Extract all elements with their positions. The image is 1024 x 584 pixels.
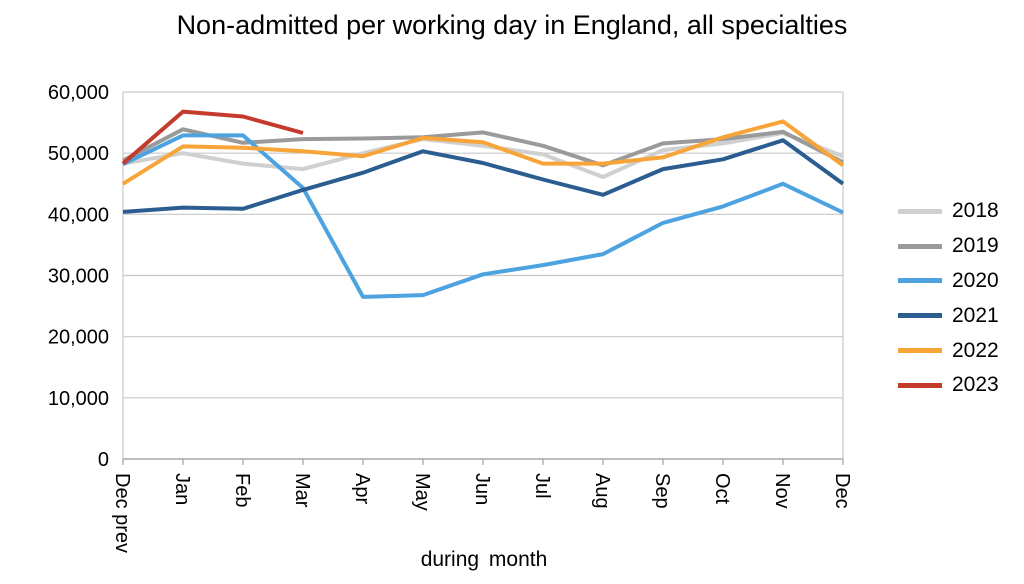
y-tick-label: 50,000 [48, 143, 109, 165]
x-tick-label: Aug [591, 473, 613, 509]
x-axis-ticks: Dec prev Jan Feb Mar Apr May Jun Jul Aug Sep Oct No… [111, 473, 853, 553]
x-tick-label: Feb [231, 473, 253, 507]
y-axis-ticks: 0 10,000 20,000 30,000 40,000 50,000 60,000 [48, 82, 109, 471]
legend-swatch [898, 348, 942, 354]
x-tick-label: Mar [291, 473, 313, 508]
legend-swatch [898, 382, 942, 388]
legend-item-2020: 2020 [898, 264, 999, 299]
y-tick-label: 40,000 [48, 204, 109, 226]
legend-item-2021: 2021 [898, 298, 999, 333]
legend-label: 2022 [952, 338, 999, 362]
y-tick-label: 60,000 [48, 82, 109, 104]
legend-label: 2023 [952, 373, 999, 397]
legend-label: 2018 [952, 199, 999, 223]
series-line-2023 [121, 109, 304, 166]
gridlines [122, 91, 844, 465]
legend-swatch [898, 313, 942, 319]
legend-item-2022: 2022 [898, 333, 999, 368]
x-tick-label: Nov [771, 473, 793, 509]
chart-title: Non-admitted per working day in England,… [176, 10, 848, 40]
x-tick-label: Apr [351, 473, 373, 504]
series-line-2021 [122, 138, 845, 214]
y-tick-label: 30,000 [48, 266, 109, 288]
series-line-2020 [122, 133, 844, 299]
x-tick-label: Jul [531, 473, 553, 499]
legend-swatch [898, 243, 942, 249]
series-line-2022 [121, 119, 845, 186]
legend-label: 2021 [952, 303, 999, 327]
legend-item-2018: 2018 [898, 194, 999, 229]
y-tick-label: 20,000 [48, 327, 109, 349]
legend: 2018 2019 2020 2021 2022 2023 [898, 194, 999, 403]
x-tick-label: Dec prev [111, 473, 133, 553]
series-line-2018 [122, 131, 844, 179]
series-lines [121, 109, 845, 299]
legend-item-2019: 2019 [898, 229, 999, 264]
legend-label: 2019 [952, 234, 999, 258]
x-tick-label: Jun [471, 473, 493, 505]
x-tick-label: Jan [171, 473, 193, 505]
x-tick-label: Dec [831, 473, 853, 509]
y-tick-label: 10,000 [48, 388, 109, 410]
x-tick-label: Sep [651, 473, 673, 509]
x-tick-label: Oct [711, 473, 733, 505]
x-tick-label: May [411, 473, 433, 511]
legend-label: 2020 [952, 268, 999, 292]
x-axis-title: during month [420, 548, 548, 571]
legend-swatch [898, 208, 942, 214]
y-tick-label: 0 [98, 449, 109, 471]
legend-item-2023: 2023 [898, 368, 999, 403]
legend-swatch [898, 278, 942, 284]
